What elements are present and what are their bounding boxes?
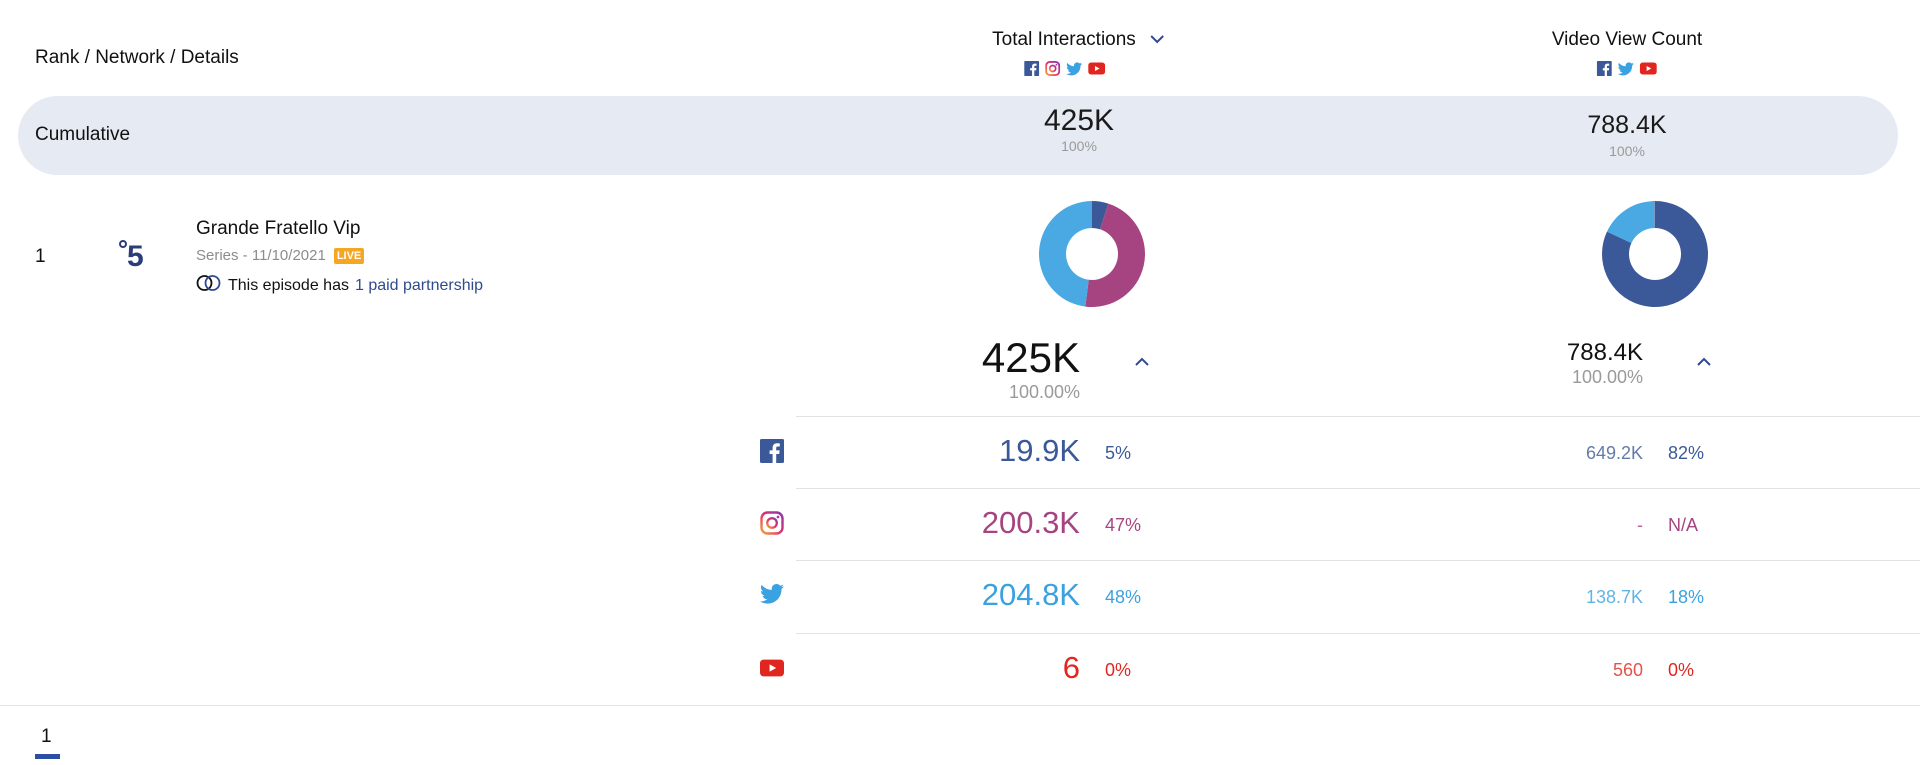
show-meta: Series - 11/10/2021 LIVE — [196, 247, 365, 264]
total-interactions-pct: 100.00% — [1008, 382, 1080, 402]
rank-number: 1 — [35, 246, 46, 267]
twitter-interactions-pct: 48% — [1105, 587, 1142, 607]
twitter-slice — [1039, 201, 1092, 307]
facebook-interactions-pct: 5% — [1105, 443, 1132, 463]
show-title[interactable]: Grande Fratello Vip — [196, 218, 361, 239]
cumulative-views-value: 788.4K — [1587, 111, 1667, 139]
twitter-slice — [1606, 201, 1655, 244]
cumulative-interactions-value: 425K — [1043, 104, 1115, 137]
youtube-interactions-pct: 0% — [1105, 660, 1132, 680]
divider — [796, 488, 1920, 489]
video-views-pct: 100.00% — [1571, 367, 1643, 387]
facebook-slice — [1602, 201, 1708, 307]
paid-partnership-link[interactable]: 1 paid partnership — [354, 276, 484, 294]
paid-partnership-info: This episode has 1 paid partnership — [196, 274, 483, 297]
instagram-views-pct: N/A — [1668, 515, 1699, 535]
views-donut — [1600, 199, 1710, 314]
video-views-value: 788.4K — [1566, 339, 1643, 366]
facebook-icon — [1596, 61, 1612, 76]
divider — [796, 416, 1920, 417]
video-view-count-title: Video View Count — [1551, 29, 1703, 50]
instagram-interactions-pct: 47% — [1105, 515, 1142, 535]
total-interactions-value: 425K — [981, 334, 1080, 381]
video-views-total: 788.4K 100.00% — [1567, 339, 1643, 388]
twitter-icon — [1066, 61, 1083, 76]
twitter-views-value: 138.7K — [1585, 587, 1643, 607]
youtube-icon — [1639, 62, 1657, 75]
youtube-icon — [760, 659, 784, 682]
rank-network-details-header: Rank / Network / Details — [35, 47, 239, 68]
twitter-interactions-value: 204.8K — [981, 577, 1080, 612]
cumulative-row — [18, 96, 1898, 175]
partnership-icon — [196, 274, 222, 297]
twitter-icon — [760, 584, 784, 609]
total-interactions-title: Total Interactions — [992, 29, 1136, 50]
facebook-views-value: 649.2K — [1585, 443, 1643, 463]
divider — [796, 560, 1920, 561]
total-interactions-header: Total Interactions — [992, 29, 1164, 76]
twitter-icon — [1617, 61, 1634, 76]
video-view-network-icons — [1552, 61, 1702, 76]
facebook-views-pct: 82% — [1668, 443, 1705, 463]
total-interactions-total: 425K 100.00% — [982, 334, 1080, 403]
youtube-interactions-value: 6 — [1062, 650, 1080, 685]
chevron-down-icon[interactable] — [1150, 31, 1164, 49]
cumulative-views-pct: 100% — [1609, 143, 1645, 159]
partnership-prefix: This episode has — [228, 276, 349, 294]
cumulative-views: 788.4K 100% — [1587, 111, 1666, 159]
video-view-count-header: Video View Count — [1552, 29, 1702, 76]
pagination-page-1[interactable]: 1 — [41, 726, 52, 747]
collapse-interactions-chevron-up-icon[interactable] — [1135, 354, 1149, 372]
pagination-active-indicator — [35, 754, 60, 759]
total-interactions-network-icons — [966, 61, 1164, 76]
instagram-icon — [1045, 61, 1061, 76]
facebook-icon — [1024, 61, 1040, 76]
table-bottom-divider — [0, 705, 1920, 706]
youtube-views-value: 560 — [1612, 660, 1643, 680]
instagram-interactions-value: 200.3K — [981, 505, 1080, 540]
cumulative-interactions: 425K 100% — [1044, 104, 1114, 154]
live-badge: LIVE — [333, 247, 365, 264]
cumulative-label: Cumulative — [35, 124, 131, 145]
twitter-views-pct: 18% — [1668, 587, 1705, 607]
instagram-views-value: - — [1637, 515, 1643, 535]
cumulative-interactions-pct: 100% — [1061, 138, 1097, 154]
divider — [796, 633, 1920, 634]
youtube-icon — [1088, 62, 1106, 75]
show-meta-text: Series - 11/10/2021 — [196, 247, 326, 264]
instagram-icon — [760, 511, 784, 540]
facebook-icon — [760, 439, 784, 468]
facebook-interactions-value: 19.9K — [998, 433, 1080, 468]
interactions-donut — [1037, 199, 1147, 314]
instagram-slice — [1085, 203, 1145, 307]
facebook-slice — [1092, 201, 1109, 230]
svg-text:5: 5 — [127, 240, 144, 270]
network-logo: 5 — [118, 238, 154, 275]
collapse-views-chevron-up-icon[interactable] — [1697, 354, 1711, 372]
youtube-views-pct: 0% — [1668, 660, 1695, 680]
